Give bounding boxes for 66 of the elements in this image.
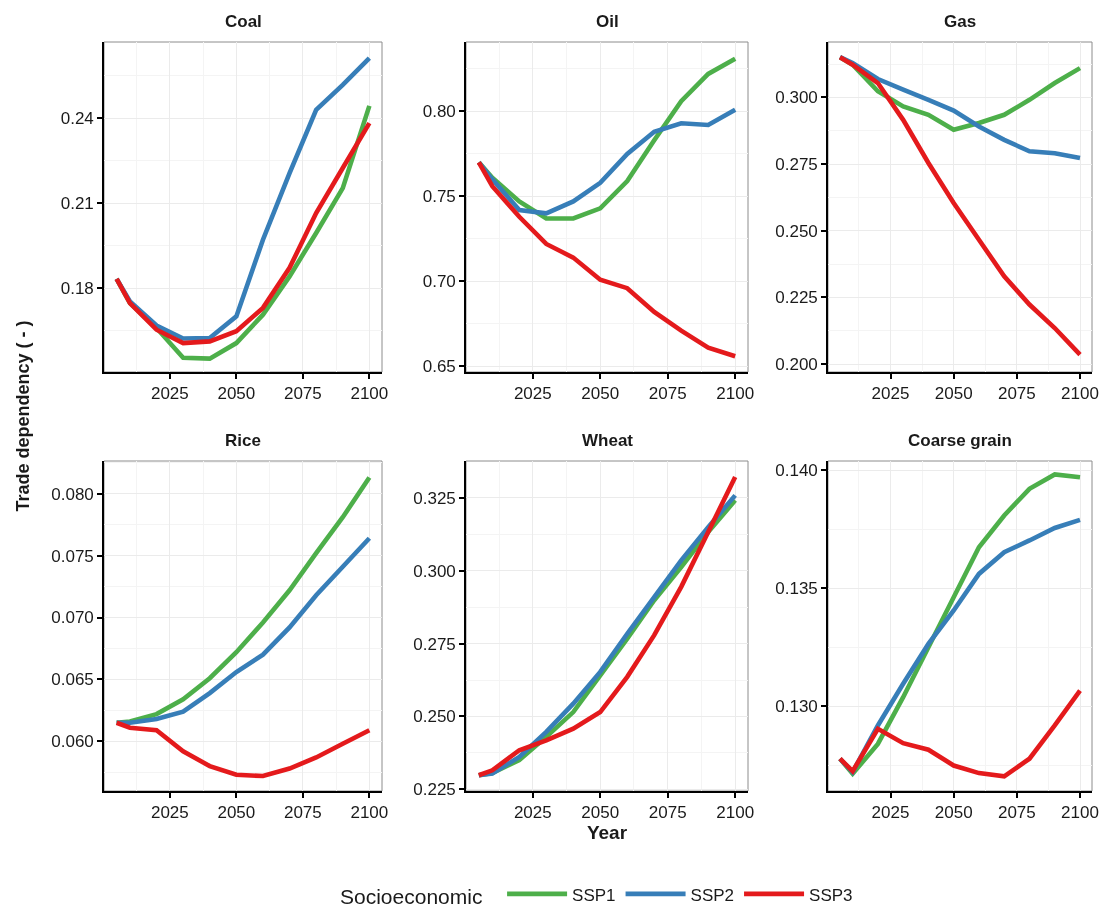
legend-title: Socioeconomic: [340, 884, 495, 908]
y-tick-label: 0.80: [422, 102, 456, 122]
y-tick-label: 0.300: [775, 88, 818, 108]
x-tick-label: 2100: [716, 803, 755, 823]
chart-title: Rice: [225, 431, 261, 450]
x-tick-label: 2100: [716, 384, 755, 404]
x-tick-label: 2075: [283, 803, 322, 823]
y-tick-label: 0.225: [775, 288, 818, 308]
y-tick-label: 0.135: [775, 579, 818, 599]
x-tick-label: 2050: [581, 384, 620, 404]
x-tick-label: 2025: [871, 803, 910, 823]
y-tick-label: 0.18: [60, 279, 94, 299]
x-tick-label: 2050: [934, 384, 973, 404]
x-tick-label: 2050: [217, 384, 256, 404]
y-tick-label: 0.24: [60, 108, 94, 128]
x-tick-label: 2050: [934, 803, 973, 823]
y-tick-label: 0.300: [413, 561, 456, 581]
y-tick-label: 0.200: [775, 354, 818, 374]
x-tick-label: 2025: [513, 803, 552, 823]
y-tick-label: 0.325: [413, 488, 456, 508]
line-series: [837, 54, 1083, 357]
line-series: [476, 160, 738, 359]
x-tick-label: 2025: [150, 803, 189, 823]
line-series: [114, 720, 372, 779]
y-tick-label: 0.21: [60, 194, 94, 214]
chart-title: Wheat: [582, 431, 634, 450]
y-tick-label: 0.250: [775, 221, 818, 241]
legend-label: SSP3: [809, 885, 853, 905]
legend-label: SSP2: [690, 885, 735, 905]
y-tick-label: 0.75: [422, 187, 456, 207]
line-series: [114, 535, 372, 726]
x-tick-label: 2025: [871, 384, 910, 404]
x-tick-label: 2100: [350, 384, 389, 404]
x-tick-label: 2025: [150, 384, 189, 404]
y-tick-label: 0.060: [51, 732, 94, 752]
x-tick-label: 2025: [513, 384, 552, 404]
y-tick-label: 0.65: [422, 357, 456, 377]
line-series: [837, 688, 1083, 779]
y-tick-label: 0.080: [51, 484, 94, 504]
y-tick-label: 0.275: [413, 634, 456, 654]
chart-title: Oil: [596, 12, 619, 31]
y-tick-label: 0.130: [775, 697, 818, 717]
x-tick-label: 2075: [283, 384, 322, 404]
x-tick-label: 2075: [648, 384, 687, 404]
x-tick-label: 2075: [997, 803, 1036, 823]
x-tick-label: 2050: [217, 803, 256, 823]
x-axis-title: Year: [586, 822, 628, 844]
y-tick-label: 0.075: [51, 546, 94, 566]
x-tick-label: 2100: [1061, 803, 1099, 823]
chart-title: Coal: [225, 12, 262, 31]
y-tick-label: 0.250: [413, 707, 456, 727]
y-tick-label: 0.225: [413, 780, 456, 800]
y-axis-title: Trade dependency ( - ): [12, 320, 33, 512]
legend-label: SSP1: [572, 885, 616, 905]
y-tick-label: 0.070: [51, 608, 94, 628]
x-tick-label: 2100: [350, 803, 389, 823]
chart-title: Gas: [944, 12, 977, 31]
y-tick-label: 0.065: [51, 670, 94, 690]
y-tick-label: 0.140: [775, 461, 818, 481]
x-tick-label: 2075: [648, 803, 687, 823]
x-tick-label: 2100: [1061, 384, 1099, 404]
y-tick-label: 0.275: [775, 155, 818, 175]
x-tick-label: 2075: [997, 384, 1036, 404]
chart-title: Coarse grain: [908, 431, 1012, 450]
x-tick-label: 2050: [581, 803, 620, 823]
y-tick-label: 0.70: [422, 272, 456, 292]
